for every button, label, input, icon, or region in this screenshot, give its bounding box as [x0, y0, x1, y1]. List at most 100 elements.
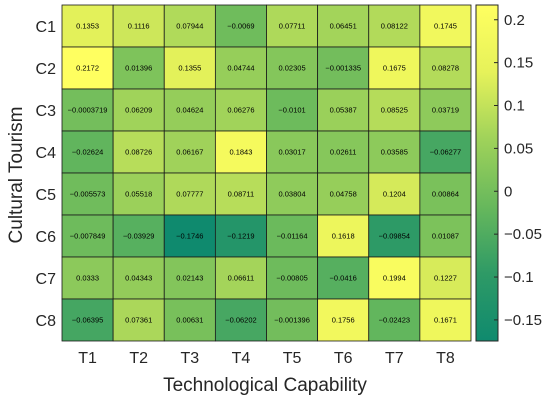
cell-value-label: 0.07711: [279, 22, 306, 31]
heatmap-cell: [419, 4, 472, 48]
heatmap-cell: [419, 88, 472, 132]
cell-value-label: 0.05387: [330, 106, 357, 115]
heatmap-cell: [368, 130, 421, 174]
cell-value-label: 0.0333: [76, 274, 99, 283]
cell-value-label: −0.007849: [70, 232, 106, 241]
cell-value-label: 0.02305: [279, 64, 306, 73]
cell-value-label: 0.06276: [227, 106, 254, 115]
cell-value-label: 0.06451: [330, 22, 357, 31]
cell-value-label: 0.06167: [176, 148, 203, 157]
heatmap-cell: [368, 256, 421, 300]
cell-value-label: 0.1756: [332, 316, 355, 325]
x-tick-label: T7: [385, 350, 404, 367]
cell-value-label: −0.0101: [278, 106, 305, 115]
heatmap-cell: [317, 46, 370, 90]
heatmap-cell: [163, 4, 216, 48]
heatmap-cell: [266, 130, 319, 174]
heatmap-cell: [317, 88, 370, 132]
cell-value-label: 0.03585: [381, 148, 408, 157]
x-tick-label: T2: [129, 350, 148, 367]
heatmap-cell: [112, 256, 165, 300]
cell-value-label: 0.04758: [330, 190, 357, 199]
colorbar-tick-label: 0.15: [504, 55, 533, 72]
cell-value-label: 0.03804: [279, 190, 306, 199]
y-tick-label: C5: [36, 187, 57, 204]
cell-value-label: 0.01396: [125, 64, 152, 73]
colorbar-tick-label: −0.05: [504, 226, 542, 243]
heatmap-cell: [419, 46, 472, 90]
cell-value-label: −0.001335: [325, 64, 361, 73]
cell-value-label: −0.0069: [227, 22, 254, 31]
cell-value-label: 0.03719: [432, 106, 459, 115]
cell-value-label: 0.1675: [383, 64, 406, 73]
heatmap-cell: [368, 88, 421, 132]
y-axis-label: Cultural Tourism: [6, 107, 27, 244]
y-tick-label: C8: [36, 313, 57, 330]
heatmap-cell: [163, 256, 216, 300]
cell-value-label: 0.05518: [125, 190, 152, 199]
cell-value-label: 0.00631: [176, 316, 203, 325]
cell-value-label: 0.06611: [228, 274, 255, 283]
heatmap-cell: [61, 88, 114, 132]
heatmap-cell: [214, 46, 267, 90]
cell-value-label: 0.08122: [381, 22, 408, 31]
cell-value-label: 0.07777: [176, 190, 203, 199]
colorbar-tick-label: 0: [504, 183, 512, 200]
cell-value-label: 0.06209: [125, 106, 152, 115]
heatmap-cell: [317, 256, 370, 300]
cell-value-label: 0.1994: [383, 274, 406, 283]
cell-value-label: 0.08278: [432, 64, 459, 73]
cell-value-label: −0.0416: [330, 274, 357, 283]
cell-value-label: 0.1355: [178, 64, 201, 73]
cell-value-label: 0.1116: [128, 22, 150, 31]
heatmap-cell: [163, 298, 216, 342]
heatmap-cell: [266, 88, 319, 132]
cell-value-label: −0.01164: [277, 232, 308, 241]
cell-value-label: 0.04343: [125, 274, 152, 283]
heatmap-cell: [214, 298, 267, 342]
cell-value-label: 0.01087: [432, 232, 459, 241]
cell-value-label: 0.04624: [176, 106, 203, 115]
colorbar-tick-label: 0.05: [504, 140, 533, 157]
x-tick-label: T3: [180, 350, 199, 367]
cell-value-label: 0.1843: [229, 148, 252, 157]
cell-value-label: −0.06395: [72, 316, 104, 325]
heatmap-cell: [214, 130, 267, 174]
colorbar-tick-label: 0.1: [504, 98, 525, 115]
cell-value-label: 0.1353: [76, 22, 99, 31]
cell-value-label: 0.1204: [383, 190, 406, 199]
colorbar-tick-label: 0.2: [504, 12, 525, 29]
cell-value-label: −0.001396: [274, 316, 310, 325]
x-tick-labels: T1 T2 T3 T4 T5 T6 T7 T8: [78, 350, 455, 367]
cell-value-label: 0.04744: [227, 64, 254, 73]
x-tick-label: T4: [232, 350, 251, 367]
colorbar-tick-label: −0.15: [504, 312, 542, 329]
heatmap-cell: [266, 172, 319, 216]
y-tick-label: C6: [36, 229, 57, 246]
heatmap-cell: [214, 88, 267, 132]
x-axis-label: Technological Capability: [163, 375, 367, 396]
cell-value-label: −0.03929: [123, 232, 155, 241]
cell-value-label: 0.03017: [279, 148, 306, 157]
heatmap-cell: [419, 256, 472, 300]
heatmap-cell: [317, 214, 370, 258]
cell-value-label: 0.08711: [228, 190, 255, 199]
cell-value-label: 0.08726: [125, 148, 152, 157]
cell-value-label: 0.07944: [176, 22, 203, 31]
heatmap-cell: [61, 256, 114, 300]
cell-value-label: −0.005573: [70, 190, 106, 199]
colorbar: [475, 4, 499, 342]
heatmap-cell: [61, 4, 114, 48]
heatmap-cell: [112, 88, 165, 132]
heatmap-cell: [419, 214, 472, 258]
y-tick-label: C7: [36, 271, 57, 288]
y-tick-label: C3: [36, 103, 57, 120]
heatmap-cell: [61, 130, 114, 174]
cell-value-label: −0.02423: [379, 316, 411, 325]
heatmap-cell: [163, 88, 216, 132]
cell-value-label: 0.1227: [434, 274, 457, 283]
colorbar-ticks: 0.2 0.15 0.1 0.05 0 −0.05 −0.1 −0.15: [494, 12, 542, 329]
heatmap-cell: [368, 214, 421, 258]
colorbar-tick-label: −0.1: [504, 269, 534, 286]
